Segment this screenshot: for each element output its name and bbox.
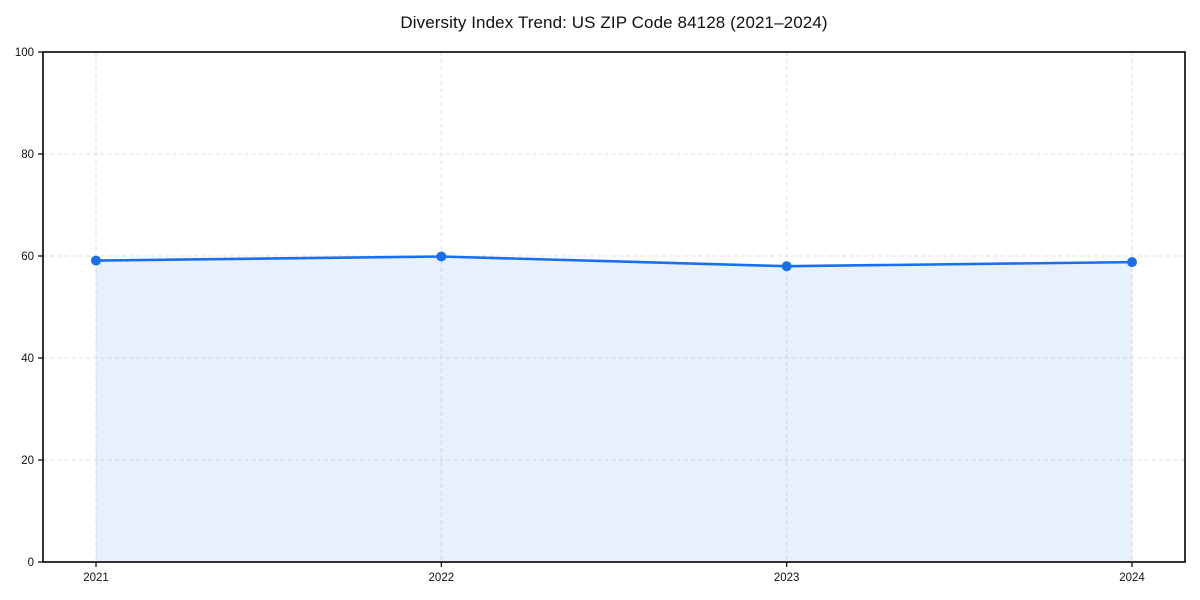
chart-title: Diversity Index Trend: US ZIP Code 84128… <box>400 13 828 32</box>
axis-spines <box>42 51 1186 563</box>
y-tick-label: 60 <box>21 251 34 263</box>
y-tick-label: 20 <box>21 455 34 467</box>
data-point-marker <box>1127 257 1137 268</box>
y-tick-label: 80 <box>21 149 34 161</box>
data-point-marker <box>781 261 792 272</box>
x-tick-label: 2024 <box>1119 572 1145 584</box>
x-tick-label: 2021 <box>83 572 109 584</box>
trend-line <box>94 255 1134 268</box>
y-tick-label: 100 <box>15 47 34 59</box>
y-tick-label: 40 <box>21 353 34 365</box>
x-tick-label: 2023 <box>774 572 800 584</box>
y-tick-label: 0 <box>28 557 34 569</box>
data-point-marker <box>91 255 101 266</box>
x-tick-label: 2022 <box>429 572 455 584</box>
plot-background <box>43 52 1185 562</box>
area-fill <box>96 256 1132 562</box>
data-point-marker <box>436 251 447 262</box>
